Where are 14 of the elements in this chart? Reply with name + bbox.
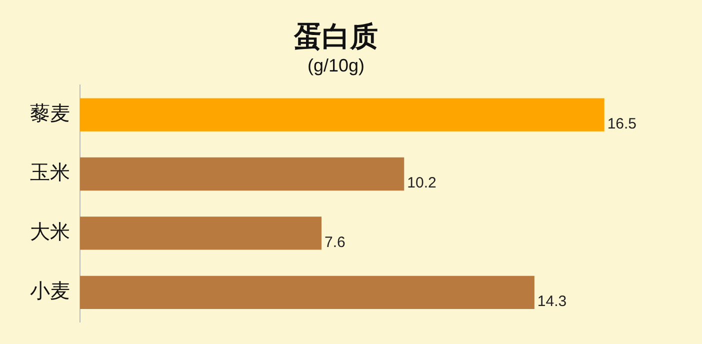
chart-title: 蛋白质 [293,20,378,54]
bar [80,216,322,250]
bar [80,98,604,132]
y-tick-label: 玉米 [30,160,70,184]
bar [80,276,534,309]
chart-subtitle: (g/10g) [307,55,365,76]
data-label: 7.6 [324,234,346,251]
data-label: 14.3 [537,293,567,310]
y-tick-label: 大米 [30,219,70,244]
data-label: 16.5 [607,115,637,132]
y-tick-label: 小麦 [30,278,70,303]
y-tick-label: 藜麦 [30,101,70,126]
bar [80,157,404,191]
data-label: 10.2 [407,174,436,192]
